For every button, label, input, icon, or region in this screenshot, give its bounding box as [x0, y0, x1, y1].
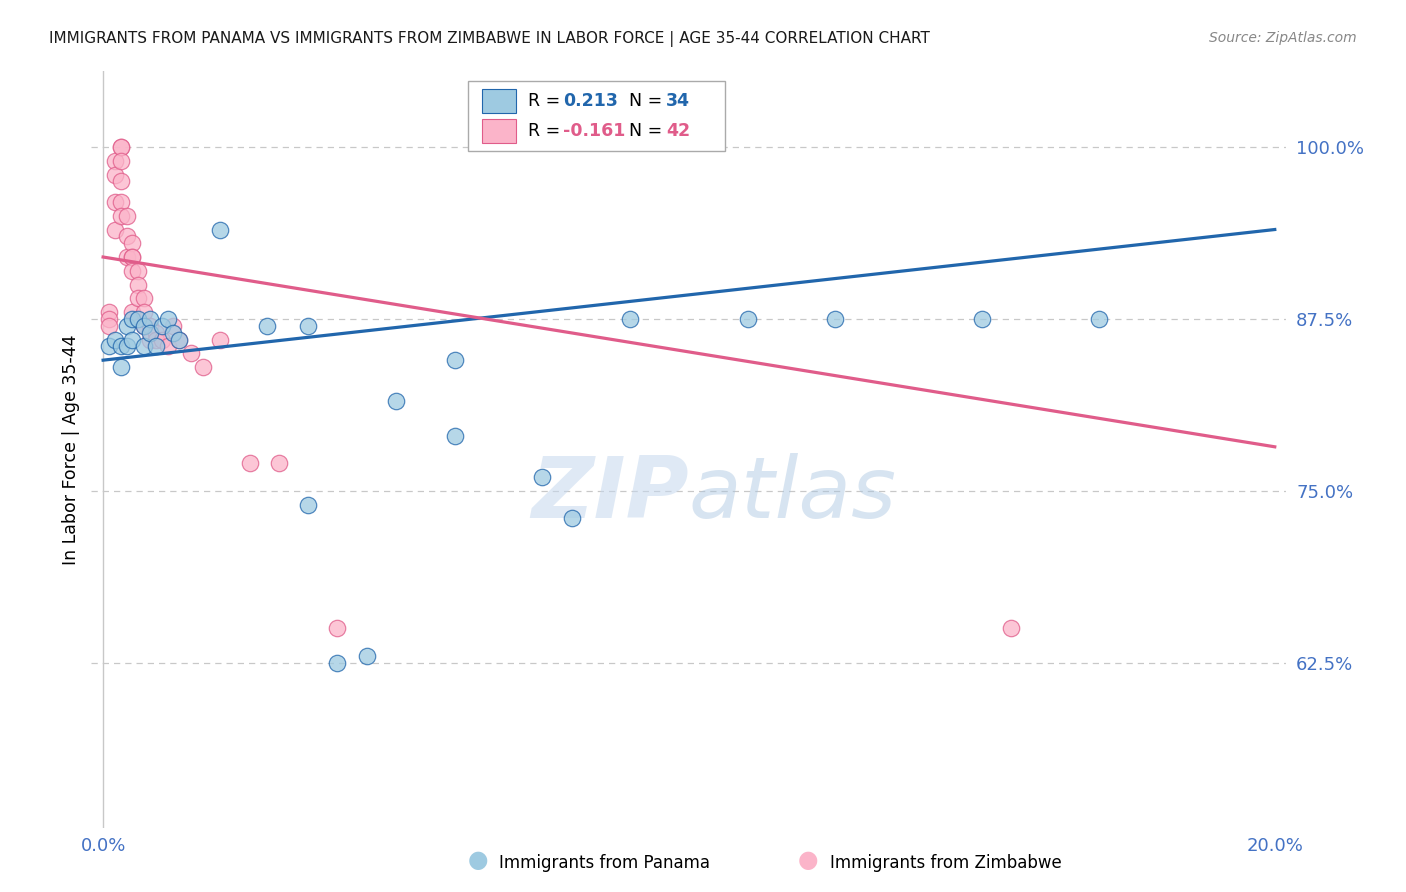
Point	[619, 312, 641, 326]
Point	[121, 264, 143, 278]
Point	[209, 333, 232, 347]
Point	[127, 312, 149, 326]
Text: 42: 42	[666, 122, 690, 140]
FancyBboxPatch shape	[482, 88, 516, 112]
Point	[132, 318, 156, 333]
Point	[145, 326, 167, 340]
Point	[104, 153, 127, 168]
Point	[326, 656, 349, 670]
Text: IMMIGRANTS FROM PANAMA VS IMMIGRANTS FROM ZIMBABWE IN LABOR FORCE | AGE 35-44 CO: IMMIGRANTS FROM PANAMA VS IMMIGRANTS FRO…	[49, 31, 931, 47]
Point	[162, 326, 184, 340]
Point	[104, 168, 127, 182]
Point	[150, 318, 173, 333]
Text: Immigrants from Zimbabwe: Immigrants from Zimbabwe	[830, 855, 1062, 872]
Point	[443, 429, 465, 443]
Point	[191, 359, 214, 374]
Point	[121, 333, 143, 347]
Point	[1000, 621, 1022, 635]
Point	[139, 333, 162, 347]
Point	[180, 346, 202, 360]
Point	[297, 498, 319, 512]
Point	[139, 318, 162, 333]
FancyBboxPatch shape	[482, 120, 516, 144]
Point	[356, 648, 378, 663]
Point	[1088, 312, 1111, 326]
Point	[121, 236, 143, 251]
Point	[169, 333, 191, 347]
Text: N =: N =	[619, 122, 668, 140]
Point	[115, 209, 138, 223]
Point	[121, 250, 143, 264]
Point	[115, 229, 138, 244]
Point	[132, 291, 156, 305]
Point	[169, 333, 191, 347]
Text: Immigrants from Panama: Immigrants from Panama	[499, 855, 710, 872]
Point	[104, 333, 127, 347]
Point	[110, 140, 132, 154]
Point	[132, 318, 156, 333]
Text: ●: ●	[799, 848, 818, 872]
Point	[145, 333, 167, 347]
Point	[162, 318, 184, 333]
Text: 34: 34	[666, 92, 690, 110]
Point	[121, 312, 143, 326]
Point	[132, 305, 156, 319]
Point	[115, 318, 138, 333]
Point	[127, 277, 149, 292]
Point	[139, 326, 162, 340]
Point	[110, 339, 132, 353]
Point	[104, 194, 127, 209]
Point	[98, 339, 120, 353]
Point	[150, 333, 173, 347]
Point	[824, 312, 846, 326]
Point	[326, 621, 349, 635]
Point	[209, 222, 232, 236]
Y-axis label: In Labor Force | Age 35-44: In Labor Force | Age 35-44	[62, 334, 80, 565]
Point	[561, 511, 583, 525]
Point	[110, 140, 132, 154]
Point	[385, 394, 408, 409]
Text: R =: R =	[527, 92, 565, 110]
Point	[98, 318, 120, 333]
Text: ●: ●	[468, 848, 488, 872]
Text: ZIP: ZIP	[531, 453, 689, 536]
Point	[267, 456, 290, 470]
Point	[104, 222, 127, 236]
Text: 0.213: 0.213	[564, 92, 619, 110]
Point	[132, 339, 156, 353]
FancyBboxPatch shape	[468, 81, 725, 151]
Point	[239, 456, 262, 470]
Point	[256, 318, 278, 333]
Point	[98, 312, 120, 326]
Point	[110, 209, 132, 223]
Point	[110, 359, 132, 374]
Text: atlas: atlas	[689, 453, 897, 536]
Point	[297, 318, 319, 333]
Point	[156, 312, 179, 326]
Text: Source: ZipAtlas.com: Source: ZipAtlas.com	[1209, 31, 1357, 45]
Point	[121, 250, 143, 264]
Point	[139, 312, 162, 326]
Point	[156, 339, 179, 353]
Text: -0.161: -0.161	[564, 122, 626, 140]
Point	[531, 470, 554, 484]
Point	[127, 291, 149, 305]
Point	[121, 305, 143, 319]
Text: N =: N =	[619, 92, 668, 110]
Point	[737, 312, 759, 326]
Point	[145, 339, 167, 353]
Point	[98, 305, 120, 319]
Point	[115, 250, 138, 264]
Point	[970, 312, 993, 326]
Point	[443, 353, 465, 368]
Point	[110, 153, 132, 168]
Point	[115, 339, 138, 353]
Point	[110, 174, 132, 188]
Text: R =: R =	[527, 122, 565, 140]
Point	[127, 264, 149, 278]
Point	[110, 194, 132, 209]
